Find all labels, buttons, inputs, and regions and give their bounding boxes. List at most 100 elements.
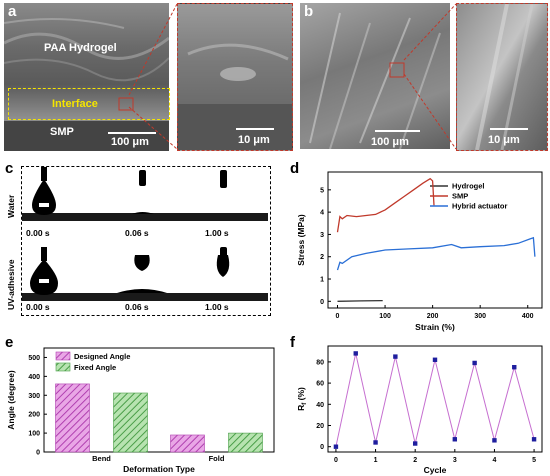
data-point bbox=[412, 441, 418, 446]
x-tick-label: 1 bbox=[374, 457, 378, 464]
water-time-2: 1.00 s bbox=[205, 228, 229, 238]
x-tick-label: 300 bbox=[474, 313, 486, 320]
panel-a-scale-label: 100 μm bbox=[111, 136, 149, 148]
uv-time-1: 0.06 s bbox=[125, 302, 149, 312]
uv-time-2: 1.00 s bbox=[205, 302, 229, 312]
y-tick-label: 100 bbox=[28, 431, 40, 438]
data-point bbox=[472, 360, 477, 366]
y-tick-label: 200 bbox=[28, 412, 40, 419]
water-time-0: 0.00 s bbox=[26, 228, 50, 238]
y-tick-label: 3 bbox=[320, 232, 324, 239]
water-time-1: 0.06 s bbox=[125, 228, 149, 238]
y-tick-label: 40 bbox=[316, 402, 324, 409]
uv-time-0: 0.00 s bbox=[26, 302, 50, 312]
panel-d-letter: d bbox=[290, 160, 300, 177]
water-drop-0 bbox=[32, 167, 56, 215]
y-tick-label: 1 bbox=[320, 277, 324, 284]
stress-strain-chart: 0 100 200 300 400 0 1 2 3 4 5 Strain (%) Stress (MPa… bbox=[296, 171, 543, 332]
panel-b-scalebar bbox=[375, 130, 420, 132]
y-tick-label: 500 bbox=[28, 355, 40, 362]
panel-f-letter: f bbox=[290, 334, 295, 351]
panel-c-row2-label: UV-adhesive bbox=[6, 259, 16, 310]
series-line-smp bbox=[336, 177, 435, 233]
x-tick-label: 0 bbox=[334, 457, 338, 464]
y-axis-label: Rf (%) bbox=[296, 387, 308, 411]
plot-frame bbox=[43, 347, 275, 453]
panel-a-interface-label: Interface bbox=[52, 98, 98, 110]
fixity-cycle-chart: 0 1 2 3 4 5 0 20 40 60 80 Cycle Rf (%) bbox=[296, 345, 543, 475]
x-tick-label: 4 bbox=[492, 457, 496, 464]
y-tick-label: 2 bbox=[320, 254, 324, 261]
y-axis-label-main: R bbox=[296, 405, 306, 411]
y-tick-label: 0 bbox=[36, 450, 40, 457]
series-line bbox=[335, 353, 535, 447]
plot-frame bbox=[327, 171, 543, 309]
panel-b-sem-main bbox=[300, 3, 450, 149]
panel-a-zoom-texture bbox=[178, 43, 292, 150]
panel-a-smp-label: SMP bbox=[50, 126, 74, 138]
panel-b-texture bbox=[309, 12, 441, 149]
x-tick-label: 200 bbox=[427, 313, 439, 320]
x-axis-label: Strain (%) bbox=[415, 322, 455, 332]
x-tick-label: 100 bbox=[379, 313, 391, 320]
data-point bbox=[393, 354, 398, 359]
x-tick-label: 3 bbox=[453, 457, 457, 464]
panel-a-sem-zoom bbox=[177, 3, 293, 151]
interface-box bbox=[8, 88, 170, 120]
legend-label: Hydrogel bbox=[452, 182, 485, 191]
panel-a-zoom-scalebar bbox=[236, 128, 274, 130]
panel-b-zoom-scalebar bbox=[490, 128, 528, 130]
panel-c-row1-label: Water bbox=[6, 194, 16, 218]
data-point bbox=[492, 438, 497, 443]
panel-a-scalebar bbox=[108, 132, 156, 134]
y-tick-label: 80 bbox=[316, 359, 324, 366]
panel-a-sem-main bbox=[4, 3, 169, 151]
y-tick-label: 20 bbox=[316, 423, 324, 430]
uv-drop-1 bbox=[117, 255, 167, 293]
panel-b-sem-zoom bbox=[456, 3, 548, 151]
panel-b-zoom-connector bbox=[403, 3, 457, 150]
water-drop-1 bbox=[132, 170, 154, 214]
x-tick-label: 0 bbox=[336, 313, 340, 320]
data-point bbox=[512, 365, 517, 370]
panel-c-letter: c bbox=[5, 160, 14, 177]
y-axis-label: Angle (degree) bbox=[6, 370, 16, 430]
data-point bbox=[333, 444, 339, 449]
panel-a-letter: a bbox=[8, 3, 17, 20]
bar-designed-angle bbox=[55, 383, 90, 453]
y-tick-label: 0 bbox=[320, 444, 324, 451]
legend-label: Fixed Angle bbox=[74, 363, 116, 372]
uv-drop-2 bbox=[216, 247, 230, 277]
x-category-label: Bend bbox=[92, 454, 111, 463]
x-tick-label: 400 bbox=[522, 313, 534, 320]
water-drop-2 bbox=[220, 170, 227, 188]
y-tick-label: 400 bbox=[28, 374, 40, 381]
bar-designed-angle bbox=[170, 434, 205, 453]
data-point bbox=[452, 437, 458, 442]
y-tick-label: 0 bbox=[320, 299, 324, 306]
panel-a-zoom-scale-label: 10 μm bbox=[238, 134, 270, 146]
angle-bar-chart: 0 100 200 300 400 500 Bend Fold Deformation Type… bbox=[6, 347, 275, 474]
y-tick-label: 60 bbox=[316, 381, 324, 388]
series-line-hydrogel bbox=[337, 299, 383, 302]
panel-a-hydrogel-label: PAA Hydrogel bbox=[44, 42, 117, 54]
x-axis-label: Cycle bbox=[424, 465, 447, 475]
series-line-hybrid-actuator bbox=[336, 236, 536, 271]
panel-b-zoom-texture bbox=[475, 4, 534, 150]
panel-a-zoom-connector bbox=[128, 3, 178, 150]
panel-b-zoom-scale-label: 10 μm bbox=[488, 134, 520, 146]
data-point bbox=[432, 357, 438, 362]
panel-a-texture bbox=[4, 18, 169, 151]
x-category-label: Fold bbox=[209, 454, 225, 463]
x-tick-label: 2 bbox=[413, 457, 417, 464]
plot-frame bbox=[327, 345, 543, 453]
uv-drop-0 bbox=[30, 247, 58, 295]
y-tick-label: 5 bbox=[320, 187, 324, 194]
x-axis-label: Deformation Type bbox=[123, 464, 195, 474]
legend-swatch bbox=[55, 351, 71, 361]
legend-label: Designed Angle bbox=[74, 352, 130, 361]
y-axis-label-unit: (%) bbox=[296, 387, 306, 403]
data-point bbox=[353, 351, 358, 356]
legend-swatch bbox=[55, 362, 71, 372]
panel-e-letter: e bbox=[5, 334, 14, 351]
